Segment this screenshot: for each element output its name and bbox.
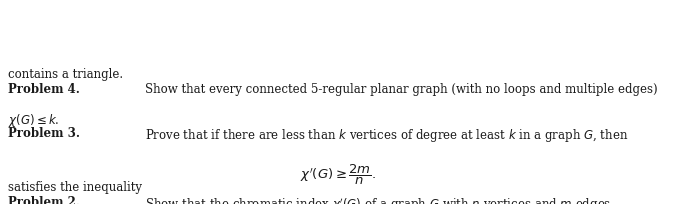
Text: Show that every connected 5-regular planar graph (with no loops and multiple edg: Show that every connected 5-regular plan…: [145, 83, 658, 96]
Text: $\chi'(G) \geq \dfrac{2m}{n}.$: $\chi'(G) \geq \dfrac{2m}{n}.$: [300, 163, 376, 187]
Text: Problem 4.: Problem 4.: [8, 83, 80, 96]
Text: Problem 2.: Problem 2.: [8, 196, 80, 204]
Text: $\chi(G) \leq k$.: $\chi(G) \leq k$.: [8, 112, 59, 129]
Text: contains a triangle.: contains a triangle.: [8, 68, 123, 81]
Text: Prove that if there are less than $k$ vertices of degree at least $k$ in a graph: Prove that if there are less than $k$ ve…: [145, 127, 629, 144]
Text: satisfies the inequality: satisfies the inequality: [8, 181, 142, 194]
Text: Problem 3.: Problem 3.: [8, 127, 80, 140]
Text: Show that the chromatic index $\chi'(G)$ of a graph $G$ with $n$ vertices and $m: Show that the chromatic index $\chi'(G)$…: [145, 196, 611, 204]
